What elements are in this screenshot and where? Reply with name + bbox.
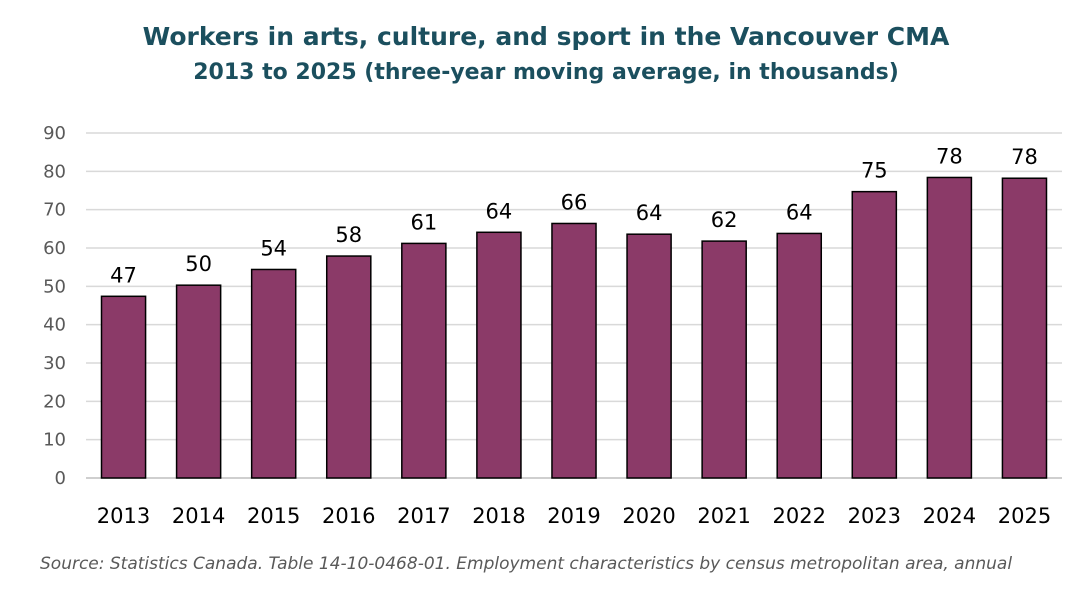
x-tick-label: 2025 xyxy=(998,504,1051,528)
bar xyxy=(401,242,447,479)
y-tick-label: 40 xyxy=(43,315,66,336)
x-tick-label: 2017 xyxy=(397,504,450,528)
y-tick-label: 20 xyxy=(43,391,66,412)
data-label: 78 xyxy=(1011,145,1038,169)
y-tick-label: 70 xyxy=(43,200,66,221)
x-tick-label: 2018 xyxy=(472,504,525,528)
data-label: 64 xyxy=(486,199,513,223)
data-label: 50 xyxy=(185,252,212,276)
x-tick-label: 2014 xyxy=(172,504,225,528)
bar xyxy=(250,268,297,479)
bar-chart: 0 10 20 30 40 50 60 70 80 90 47 2013 50 2014 54 2015 58 2… xyxy=(43,123,1062,528)
bar xyxy=(701,240,747,479)
chart-title: Workers in arts, culture, and sport in t… xyxy=(142,22,950,51)
y-tick-label: 0 xyxy=(55,468,66,489)
y-tick-label: 50 xyxy=(43,276,66,297)
bar xyxy=(100,295,147,479)
data-label: 78 xyxy=(936,144,963,168)
bar xyxy=(851,190,898,479)
x-tick-label: 2016 xyxy=(322,504,375,528)
bar xyxy=(551,222,597,479)
x-tick-label: 2019 xyxy=(547,504,600,528)
source-note: Source: Statistics Canada. Table 14-10-0… xyxy=(40,554,1013,574)
x-tick-label: 2024 xyxy=(923,504,976,528)
data-label: 62 xyxy=(711,208,738,232)
x-tick-label: 2023 xyxy=(848,504,901,528)
bar xyxy=(926,176,973,479)
y-tick-label: 10 xyxy=(43,430,66,451)
data-label: 66 xyxy=(561,190,588,214)
data-label: 75 xyxy=(861,159,888,183)
bar xyxy=(476,231,522,479)
y-tick-label: 60 xyxy=(43,238,66,259)
y-tick-label: 90 xyxy=(43,123,66,144)
x-tick-label: 2020 xyxy=(622,504,675,528)
x-tick-label: 2022 xyxy=(773,504,826,528)
bar xyxy=(175,284,222,479)
bar xyxy=(776,232,823,479)
bar xyxy=(325,255,372,479)
bar xyxy=(626,233,672,479)
data-label: 64 xyxy=(636,201,663,225)
x-tick-label: 2013 xyxy=(97,504,150,528)
bar xyxy=(1001,177,1048,479)
data-label: 64 xyxy=(786,200,813,224)
data-label: 58 xyxy=(335,223,362,247)
y-tick-label: 30 xyxy=(43,353,66,374)
data-label: 54 xyxy=(260,236,287,260)
y-tick-label: 80 xyxy=(43,161,66,182)
chart-subtitle: 2013 to 2025 (three-year moving average,… xyxy=(193,60,899,85)
data-label: 47 xyxy=(110,263,137,287)
data-label: 61 xyxy=(410,210,437,234)
x-tick-label: 2015 xyxy=(247,504,300,528)
x-tick-label: 2021 xyxy=(697,504,750,528)
